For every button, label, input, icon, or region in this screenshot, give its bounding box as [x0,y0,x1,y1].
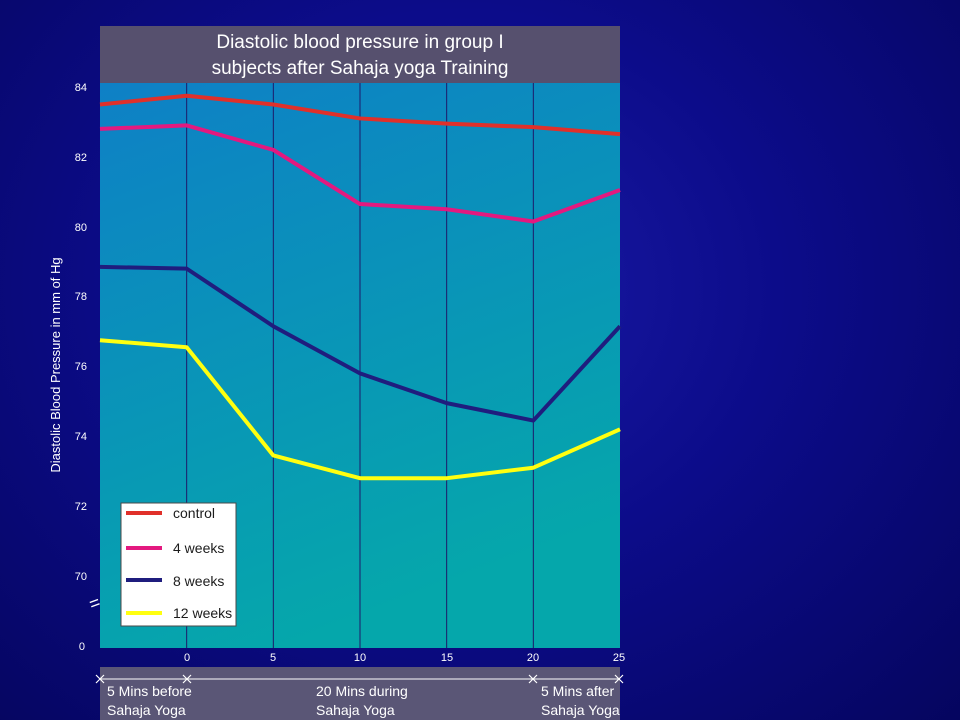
y-tick-label: 78 [75,291,87,303]
x-tick-labels: 0 5 10 15 20 25 [184,652,625,664]
phase-marker-x [528,674,538,684]
legend-label-8-weeks: 8 weeks [173,573,224,589]
y-tick-label: 84 [75,82,87,94]
phase-marker-x [614,674,624,684]
y-tick-labels: 84 82 80 78 76 74 72 70 0 [75,82,87,653]
phase-label-before-line-1: 5 Mins before [107,683,192,699]
title-box [100,26,620,83]
vertical-grid [186,83,534,648]
chart-title-line-2: subjects after Sahaja yoga Training [212,58,509,79]
phase-label-during-line-2: Sahaja Yoga [316,702,395,718]
legend-label-12-weeks: 12 weeks [173,605,232,621]
legend-label-control: control [173,505,215,521]
phase-markers [95,674,624,684]
phase-marker-x [95,674,105,684]
series-line-12-weeks [99,338,621,481]
x-tick-label: 5 [270,652,276,664]
y-tick-label: 80 [75,222,87,234]
y-tick-label: 70 [75,571,87,583]
series-line-control [99,93,621,137]
phase-marker-x [182,674,192,684]
series-lines [99,93,622,481]
x-tick-label: 0 [184,652,190,664]
legend-label-4-weeks: 4 weeks [173,540,224,556]
x-tick-label: 10 [354,652,366,664]
phase-label-after-line-2: Sahaja Yoga [541,702,620,718]
phase-label-before-line-2: Sahaja Yoga [107,702,186,718]
y-tick-label: 72 [75,501,87,513]
y-tick-label: 82 [75,152,87,164]
x-tick-label: 15 [441,652,453,664]
series-line-8-weeks [99,264,622,423]
y-axis-label: Diastolic Blood Pressure in mm of Hg [48,257,63,472]
series-line-4-weeks [99,123,621,224]
legend-box [120,502,237,627]
y-tick-label: 74 [75,431,87,443]
x-tick-label: 25 [613,652,625,664]
legend: control 4 weeks 8 weeks 12 weeks [120,502,237,627]
phase-label-during-line-1: 20 Mins during [316,683,408,699]
phase-label-after-line-1: 5 Mins after [541,683,614,699]
x-tick-label: 20 [527,652,539,664]
y-tick-label: 0 [79,641,85,653]
y-tick-label: 76 [75,361,87,373]
chart-title-line-1: Diastolic blood pressure in group I [216,32,503,53]
phase-bar [100,667,620,720]
